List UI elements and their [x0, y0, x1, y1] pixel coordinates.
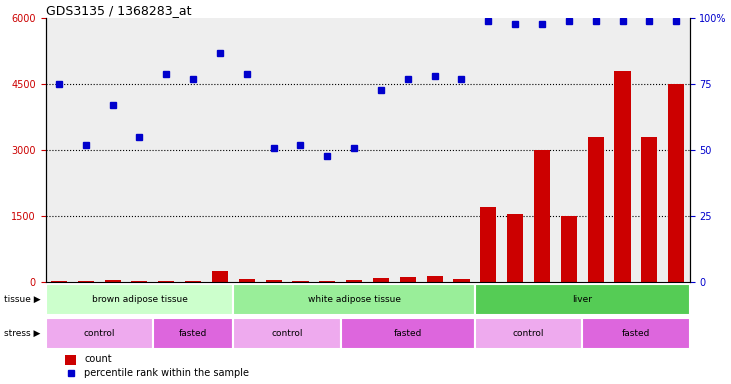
Text: control: control [513, 329, 545, 338]
Bar [158, 281, 174, 282]
Bar [212, 271, 228, 282]
Bar [153, 318, 233, 349]
Text: tissue ▶: tissue ▶ [4, 295, 40, 304]
Bar [319, 281, 336, 282]
Text: control: control [271, 329, 303, 338]
Bar [641, 137, 657, 282]
Text: liver: liver [572, 295, 592, 304]
Text: fasted: fasted [179, 329, 208, 338]
Bar [132, 281, 148, 282]
Bar [346, 280, 362, 282]
Bar [400, 277, 416, 282]
Bar [534, 150, 550, 282]
Bar [427, 276, 443, 282]
Text: fasted: fasted [622, 329, 650, 338]
Bar [341, 318, 475, 349]
Bar [233, 318, 341, 349]
Text: GDS3135 / 1368283_at: GDS3135 / 1368283_at [45, 4, 191, 17]
Bar [453, 279, 469, 282]
Bar [615, 71, 631, 282]
Bar [239, 279, 255, 282]
Bar [51, 281, 67, 282]
Text: brown adipose tissue: brown adipose tissue [91, 295, 187, 304]
Bar [105, 280, 121, 282]
Text: count: count [84, 354, 112, 364]
Bar [475, 318, 583, 349]
Bar [583, 318, 689, 349]
Bar [185, 281, 201, 282]
Text: percentile rank within the sample: percentile rank within the sample [84, 368, 249, 379]
Bar [233, 284, 475, 315]
Text: fasted: fasted [393, 329, 422, 338]
Bar [77, 281, 94, 282]
Bar [507, 214, 523, 282]
Bar [373, 278, 389, 282]
Bar [561, 216, 577, 282]
Bar [45, 284, 233, 315]
Bar [292, 281, 308, 282]
Bar [588, 137, 604, 282]
Bar [265, 280, 281, 282]
Bar [45, 318, 153, 349]
Text: white adipose tissue: white adipose tissue [308, 295, 401, 304]
Text: control: control [83, 329, 115, 338]
Bar [475, 284, 689, 315]
Bar [668, 84, 684, 282]
Bar [480, 207, 496, 282]
Bar [65, 354, 77, 365]
Text: stress ▶: stress ▶ [4, 329, 40, 338]
